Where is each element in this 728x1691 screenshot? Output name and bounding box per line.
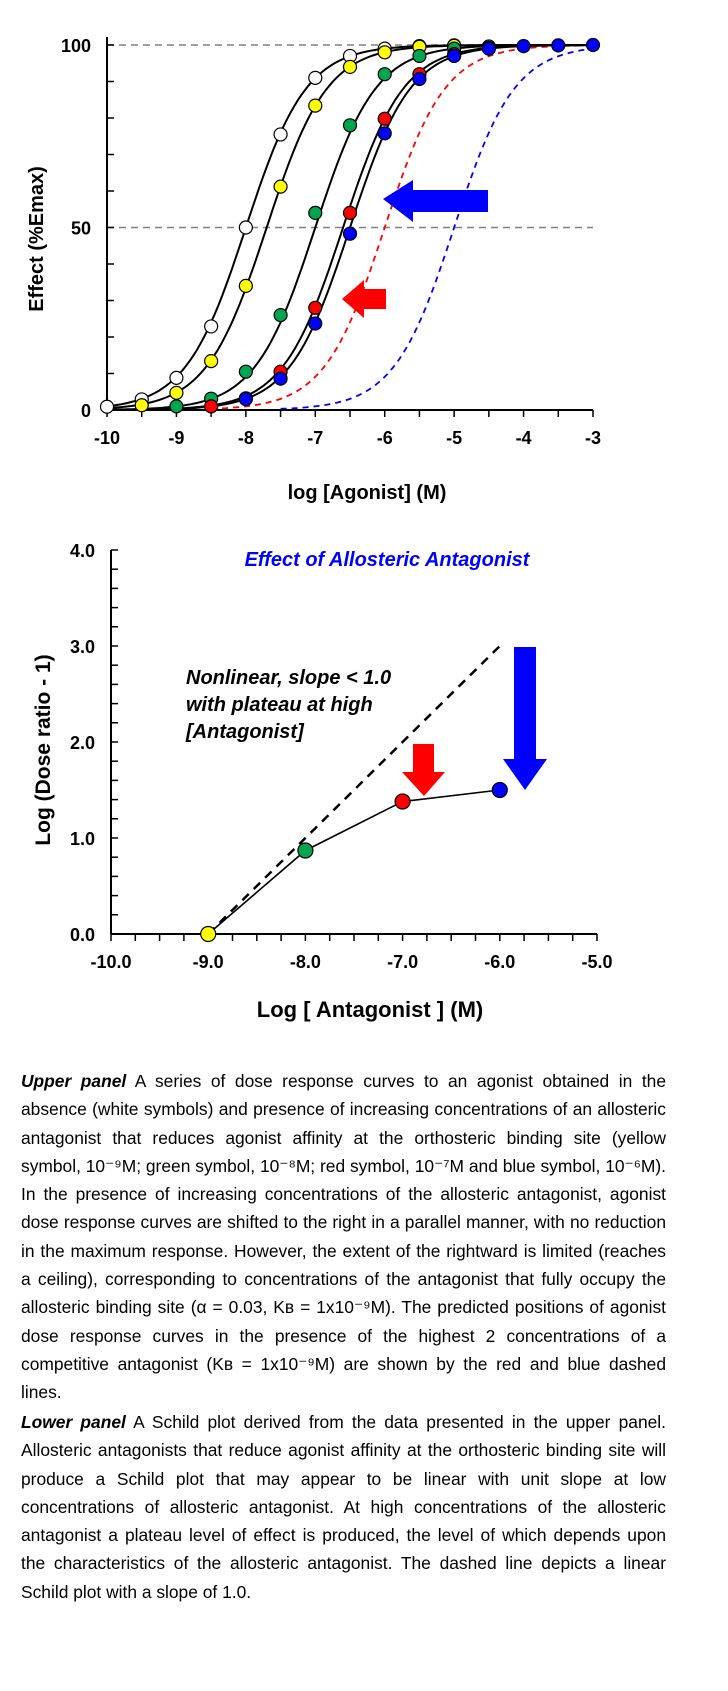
data-point-series-5 <box>273 371 288 386</box>
upper-data-points <box>99 37 601 414</box>
schild-data-line <box>207 789 500 935</box>
data-point-series-5 <box>308 316 323 331</box>
upper-arrows <box>342 180 488 318</box>
lower-x-tick-label: -10.0 <box>90 952 131 972</box>
lower-data-points <box>200 781 508 943</box>
red-shift-arrow <box>342 280 386 318</box>
lower-y-tick-label: 2.0 <box>70 733 95 753</box>
schild-unit-slope-line <box>207 645 501 935</box>
data-point-series-5 <box>238 391 253 407</box>
data-point-series-2 <box>134 398 149 413</box>
data-point-series-3 <box>273 308 288 323</box>
upper-x-tick-label: -8 <box>238 428 254 448</box>
data-point-series-3 <box>308 205 323 220</box>
upper-panel-caption: Upper panel A series of dose response cu… <box>21 1067 666 1407</box>
lower-arrows <box>402 647 547 796</box>
data-point-series-5 <box>551 38 566 53</box>
data-point-series-2 <box>377 45 392 60</box>
data-point-series-2 <box>169 385 184 400</box>
data-point-series-1 <box>169 370 184 385</box>
upper-dose-response-chart: 0 50 100 -10 -9 -8 -7 -6 -5 -4 -3 log [Agonist] (M… <box>26 36 601 504</box>
data-point-series-3 <box>342 118 358 133</box>
data-point-series-5 <box>412 71 427 87</box>
lower-x-tick-label: -6.0 <box>484 952 515 972</box>
upper-x-tick-label: -5 <box>446 428 462 448</box>
data-point-series-2 <box>273 179 288 194</box>
lower-panel-caption-label: Lower panel <box>21 1412 126 1432</box>
blue-down-arrow <box>503 647 547 790</box>
data-point-series-1 <box>99 399 115 414</box>
lower-x-tick-label: -5.0 <box>581 952 612 972</box>
lower-y-tick-label: 3.0 <box>70 637 95 657</box>
data-point-series-5 <box>377 126 392 141</box>
blue-shift-arrow <box>383 180 488 222</box>
data-point-series-5 <box>516 38 531 54</box>
data-point-series-1 <box>204 319 219 334</box>
upper-x-tick-label: -4 <box>516 428 532 448</box>
annotation-line-1: Nonlinear, slope < 1.0 <box>186 667 391 689</box>
schild-data-point <box>297 842 314 859</box>
upper-x-tick-label: -7 <box>307 428 323 448</box>
predicted-curve-2 <box>280 47 594 410</box>
lower-panel-caption-text: A Schild plot derived from the data pres… <box>21 1412 666 1602</box>
upper-y-tick-label: 0 <box>81 401 91 421</box>
upper-x-tick-label: -10 <box>94 428 120 448</box>
lower-y-axis-label: Log (Dose ratio - 1) <box>32 654 55 845</box>
lower-chart-title: Effect of Allosteric Antagonist <box>245 549 531 571</box>
data-point-series-5 <box>342 226 358 241</box>
data-point-series-4 <box>308 300 323 315</box>
lower-y-tick-label: 4.0 <box>70 541 95 561</box>
lower-schild-plot: Effect of Allosteric Antagonist Nonlinea… <box>32 541 613 1022</box>
upper-y-tick-label: 50 <box>71 219 91 239</box>
data-point-series-1 <box>308 70 323 85</box>
lower-x-axis-label: Log [ Antagonist ] (M) <box>257 997 483 1022</box>
data-point-series-4 <box>377 111 392 126</box>
upper-x-axis-label: log [Agonist] (M) <box>288 482 447 504</box>
data-point-series-5 <box>481 41 496 56</box>
lower-lines <box>207 645 501 935</box>
schild-data-point <box>200 925 217 943</box>
data-point-series-2 <box>204 353 219 369</box>
upper-x-tick-label: -6 <box>377 428 393 448</box>
red-down-arrow <box>402 744 445 796</box>
upper-x-tick-label: -3 <box>585 428 601 448</box>
data-point-series-3 <box>169 399 184 414</box>
annotation-line-3: [Antagonist] <box>185 721 305 743</box>
lower-axes: 0.0 1.0 2.0 3.0 4.0 -10.0 -9.0 -8.0 -7.0 -6.0 -5.0 <box>70 541 613 972</box>
data-point-series-5 <box>447 48 462 64</box>
upper-y-axis-label: Effect (%Emax) <box>26 166 48 312</box>
data-point-series-2 <box>238 278 253 293</box>
lower-x-tick-label: -9.0 <box>193 952 224 972</box>
data-point-series-1 <box>238 220 253 235</box>
annotation-line-2: with plateau at high <box>186 694 373 716</box>
data-point-series-3 <box>377 67 392 82</box>
data-point-series-4 <box>204 399 219 414</box>
data-point-series-2 <box>342 59 358 75</box>
schild-data-point <box>394 793 411 810</box>
data-point-series-5 <box>585 37 601 53</box>
lower-y-tick-label: 0.0 <box>70 925 95 945</box>
lower-x-tick-label: -7.0 <box>387 952 418 972</box>
lower-y-tick-label: 1.0 <box>70 829 95 849</box>
data-point-series-3 <box>412 48 427 64</box>
data-point-series-4 <box>342 205 358 220</box>
lower-panel-caption: Lower panel A Schild plot derived from t… <box>21 1408 666 1606</box>
schild-data-point <box>491 781 508 799</box>
data-point-series-1 <box>273 127 288 142</box>
lower-x-tick-label: -8.0 <box>290 952 321 972</box>
lower-annotation: Nonlinear, slope < 1.0 with plateau at h… <box>185 667 391 743</box>
upper-y-tick-label: 100 <box>61 36 91 56</box>
data-point-series-3 <box>238 364 253 379</box>
upper-axes: 0 50 100 -10 -9 -8 -7 -6 -5 -4 -3 <box>61 36 601 448</box>
predicted-curve-1 <box>211 44 593 410</box>
data-point-series-2 <box>308 98 323 113</box>
upper-panel-caption-label: Upper panel <box>21 1071 127 1091</box>
upper-x-tick-label: -9 <box>168 428 184 448</box>
upper-panel-caption-text: A series of dose response curves to an a… <box>21 1071 666 1403</box>
